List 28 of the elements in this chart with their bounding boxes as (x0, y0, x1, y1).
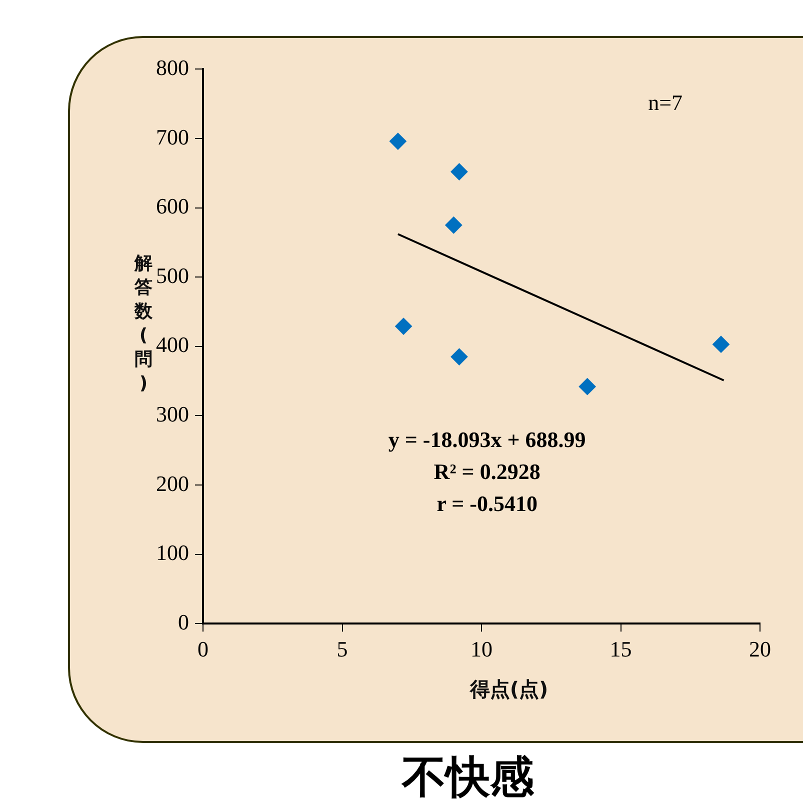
point (450, 348, 468, 366)
y-tick-label: 600 (156, 194, 189, 219)
point (395, 318, 412, 335)
point (389, 132, 406, 150)
x-tick-label: 15 (610, 636, 632, 662)
y-tick-label: 200 (156, 470, 189, 496)
point (445, 216, 462, 234)
y-tick-label: 400 (156, 332, 189, 358)
y-tick-label: 800 (156, 54, 189, 80)
y-tick-label: 500 (156, 262, 189, 288)
x-tick-label: 20 (749, 636, 771, 662)
y-tick-label: 0 (178, 609, 189, 634)
x-axis-title: 得点(点) (468, 676, 550, 703)
annotation: R² = 0.2928 (434, 458, 540, 484)
point (712, 336, 730, 353)
y-tick-label: 300 (156, 401, 189, 426)
annotation: r = -0.5410 (436, 490, 538, 516)
text: 不快感 (400, 751, 535, 800)
point (578, 378, 596, 396)
annotation: n=7 (648, 90, 683, 115)
y-tick-label: 100 (156, 540, 189, 566)
x-tick-label: 0 (198, 636, 208, 662)
y-axis-title: 解答数(問) (134, 252, 153, 396)
x-tick-label: 10 (470, 636, 492, 662)
x-tick-label: 5 (336, 636, 348, 662)
annotation: y = -18.093x + 688.99 (388, 426, 586, 452)
y-tick-label: 700 (156, 124, 189, 150)
point (450, 163, 468, 180)
